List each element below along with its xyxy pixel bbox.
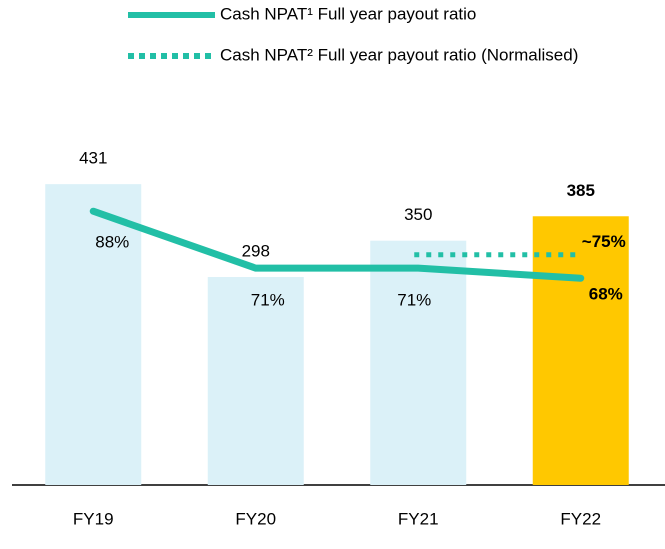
line-label: 88% — [95, 233, 129, 252]
bar — [532, 216, 629, 485]
bar-label: 350 — [404, 205, 432, 224]
line-label: 71% — [397, 291, 431, 310]
bar-label: 431 — [79, 149, 107, 168]
legend-label: Cash NPAT² Full year payout ratio (Norma… — [220, 45, 578, 64]
line-label: 68% — [589, 285, 623, 304]
x-tick-label: FY22 — [560, 509, 601, 528]
bar-label: 298 — [242, 241, 270, 260]
bar-label: 385 — [567, 181, 595, 200]
x-tick-label: FY19 — [73, 509, 114, 528]
bar — [370, 240, 467, 485]
line-series — [89, 207, 585, 282]
line-label: ~75% — [582, 232, 626, 251]
bar — [207, 276, 304, 485]
legend-label: Cash NPAT¹ Full year payout ratio — [220, 4, 476, 23]
line-label: 71% — [251, 291, 285, 310]
x-tick-label: FY21 — [398, 509, 439, 528]
bar — [45, 184, 142, 486]
x-tick-label: FY20 — [235, 509, 276, 528]
